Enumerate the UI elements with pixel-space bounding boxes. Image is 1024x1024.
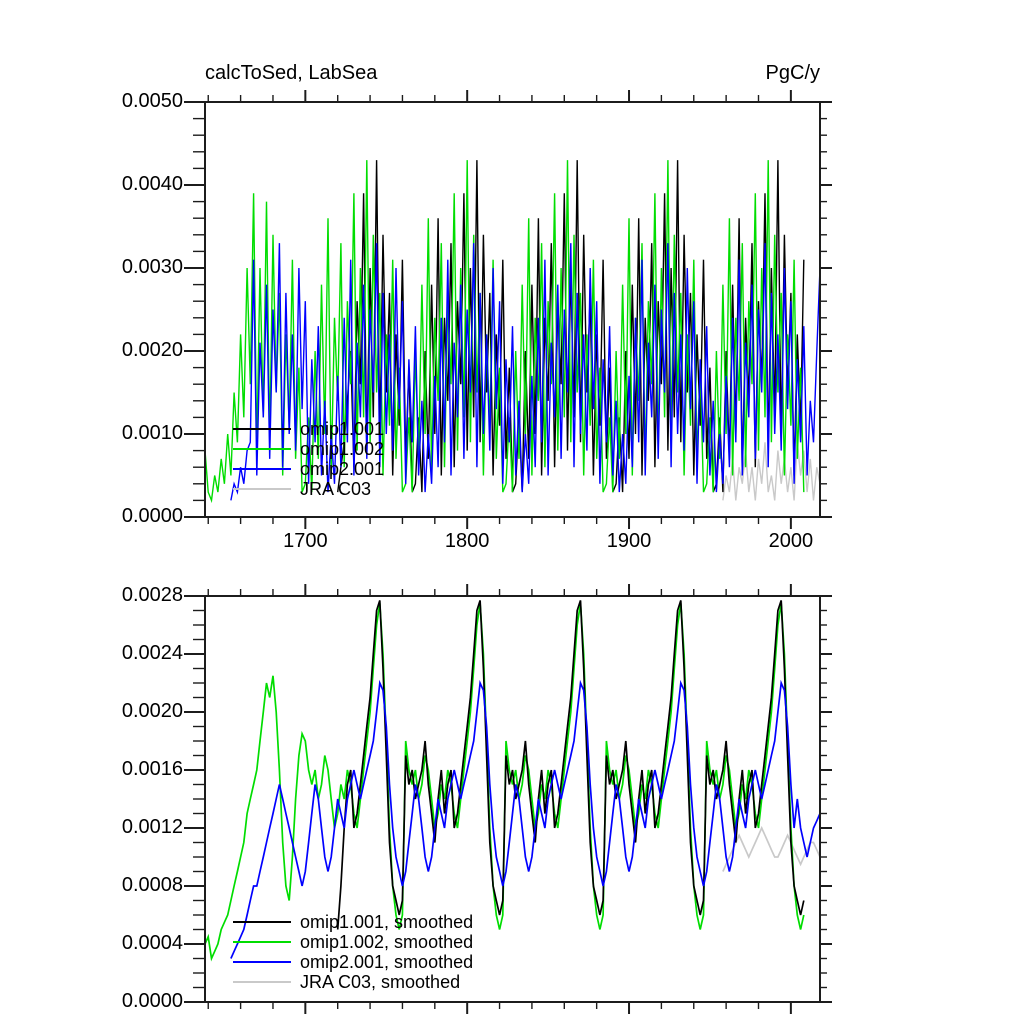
series-omip1-001-smoothed-line xyxy=(336,600,805,930)
legend-line-sample xyxy=(233,940,291,944)
y-tick-label: 0.0050 xyxy=(121,90,183,112)
legend-item: omip1.002 xyxy=(233,439,384,459)
legend-line-sample xyxy=(233,487,291,491)
y-tick-label: 0.0010 xyxy=(121,422,183,444)
series-omip1-002-line xyxy=(204,160,805,504)
legend-item-label: omip2.001, smoothed xyxy=(300,952,474,972)
legend-item: omip1.001, smoothed xyxy=(233,912,473,932)
legend-item: JRA C03 xyxy=(233,479,384,499)
legend-line-sample xyxy=(233,920,291,924)
panel1-title: calcToSed, LabSea xyxy=(205,62,378,84)
legend-item: omip2.001 xyxy=(233,459,384,479)
series-omip2-001-line xyxy=(230,243,821,501)
legend-item-label: omip1.001 xyxy=(300,419,385,439)
panel2-ticks xyxy=(184,584,832,1014)
y-tick-label: 0.0040 xyxy=(121,173,183,195)
series-omip2-001-smoothed-line xyxy=(230,679,821,959)
y-tick-label: 0.0012 xyxy=(121,816,183,838)
y-tick-label: 0.0000 xyxy=(121,505,183,527)
y-tick-label: 0.0016 xyxy=(121,758,183,780)
legend-item-label: omip1.002 xyxy=(300,439,385,459)
panel2-frame xyxy=(204,595,821,1003)
panel1-units-label: PgC/y xyxy=(765,62,820,84)
legend-item: JRA C03, smoothed xyxy=(233,972,473,992)
legend-line-sample xyxy=(233,467,291,471)
panel1-ticks xyxy=(184,90,832,529)
panel1-frame xyxy=(204,101,821,518)
legend-item: omip1.002, smoothed xyxy=(233,932,473,952)
y-tick-label: 0.0028 xyxy=(121,584,183,606)
legend-line-sample xyxy=(233,980,291,984)
y-tick-label: 0.0030 xyxy=(121,256,183,278)
legend-item-label: omip1.001, smoothed xyxy=(300,912,474,932)
y-tick-label: 0.0008 xyxy=(121,874,183,896)
panel2-legend: omip1.001, smoothed omip1.002, smoothed … xyxy=(233,912,473,992)
y-tick-label: 0.0004 xyxy=(121,932,183,954)
y-tick-label: 0.0020 xyxy=(121,700,183,722)
x-tick-label: 1900 xyxy=(606,530,652,552)
legend-item: omip1.001 xyxy=(233,419,384,439)
x-tick-label: 1800 xyxy=(444,530,490,552)
legend-item-label: omip2.001 xyxy=(300,459,385,479)
x-tick-label: 1700 xyxy=(283,530,328,552)
x-tick-label: 2000 xyxy=(768,530,814,552)
legend-item-label: omip1.002, smoothed xyxy=(300,932,474,952)
legend-item-label: JRA C03 xyxy=(300,479,372,499)
y-tick-label: 0.0024 xyxy=(121,642,183,664)
y-tick-label: 0.0000 xyxy=(121,990,183,1012)
panel1-legend: omip1.001 omip1.002 omip2.001 JRA C03 xyxy=(233,419,384,499)
legend-line-sample xyxy=(233,960,291,964)
y-tick-label: 0.0020 xyxy=(121,339,183,361)
series-jra-c03-smoothed-line xyxy=(722,825,821,872)
series-jra-c03-line xyxy=(722,442,821,501)
legend-line-sample xyxy=(233,427,291,431)
legend-item: omip2.001, smoothed xyxy=(233,952,473,972)
legend-item-label: JRA C03, smoothed xyxy=(300,972,461,992)
legend-line-sample xyxy=(233,447,291,451)
